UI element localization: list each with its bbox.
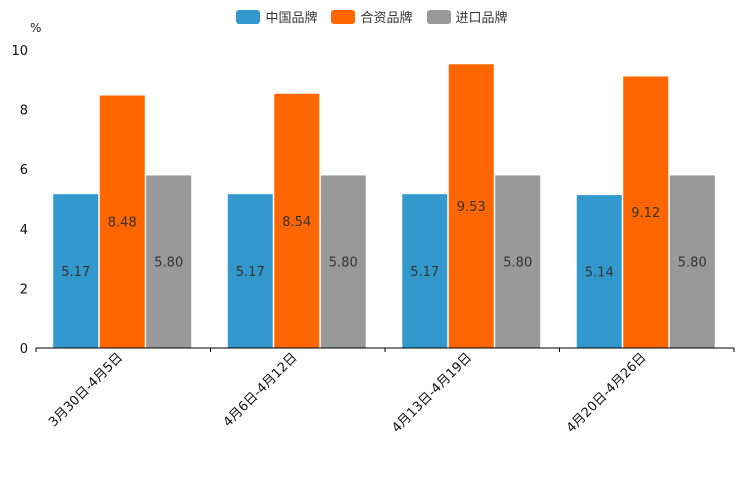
y-tick-label: 10 xyxy=(11,44,28,59)
bar-value-label: 5.80 xyxy=(503,256,532,271)
bar-value-label: 5.17 xyxy=(61,265,90,280)
bar-value-label: 5.17 xyxy=(410,265,439,280)
legend-swatch-import-brand xyxy=(426,9,451,24)
bar[interactable] xyxy=(99,95,146,349)
y-axis-unit-label: % xyxy=(30,21,42,35)
bar-value-label: 5.17 xyxy=(236,265,265,280)
x-tick-label: 4月20日-4月26日 xyxy=(564,350,650,436)
y-tick-label: 6 xyxy=(20,163,28,178)
legend-item-import-brand[interactable]: 进口品牌 xyxy=(426,7,508,26)
bar-value-label: 8.48 xyxy=(108,216,137,231)
bar[interactable] xyxy=(320,174,367,349)
y-tick-label: 8 xyxy=(20,104,28,119)
bar[interactable] xyxy=(145,174,192,349)
legend-label-import-brand: 进口品牌 xyxy=(455,11,508,26)
bar-value-label: 9.53 xyxy=(457,200,486,215)
bar-value-label: 5.80 xyxy=(329,256,358,271)
bar[interactable] xyxy=(448,63,495,349)
bar[interactable] xyxy=(227,193,274,349)
bar-value-label: 8.54 xyxy=(282,215,311,230)
x-tick-label: 4月13日-4月19日 xyxy=(389,350,475,436)
y-tick-label: 4 xyxy=(20,223,28,238)
y-tick-label: 2 xyxy=(20,282,28,297)
legend-swatch-joint-venture-brand xyxy=(331,9,356,24)
legend-item-china-brand[interactable]: 中国品牌 xyxy=(236,7,317,26)
bar-value-label: 5.80 xyxy=(154,256,183,271)
legend-item-joint-venture-brand[interactable]: 合资品牌 xyxy=(331,7,413,26)
legend-label-china-brand: 中国品牌 xyxy=(265,11,318,26)
bar-value-label: 5.80 xyxy=(678,256,707,271)
legend-swatch-china-brand xyxy=(236,9,261,24)
bar[interactable] xyxy=(273,93,320,349)
bar[interactable] xyxy=(401,193,448,349)
x-tick-label: 3月30日-4月5日 xyxy=(46,350,126,430)
bar[interactable] xyxy=(576,194,623,349)
bar[interactable] xyxy=(669,174,716,349)
x-tick-label: 4月6日-4月12日 xyxy=(221,350,301,430)
bar-value-label: 5.14 xyxy=(585,265,614,280)
y-tick-label: 0 xyxy=(20,342,28,357)
legend-label-joint-venture-brand: 合资品牌 xyxy=(360,11,413,26)
bar-value-label: 9.12 xyxy=(631,206,660,221)
legend: 中国品牌 合资品牌 进口品牌 xyxy=(0,7,744,26)
bar[interactable] xyxy=(494,174,541,349)
bar[interactable] xyxy=(52,193,99,349)
